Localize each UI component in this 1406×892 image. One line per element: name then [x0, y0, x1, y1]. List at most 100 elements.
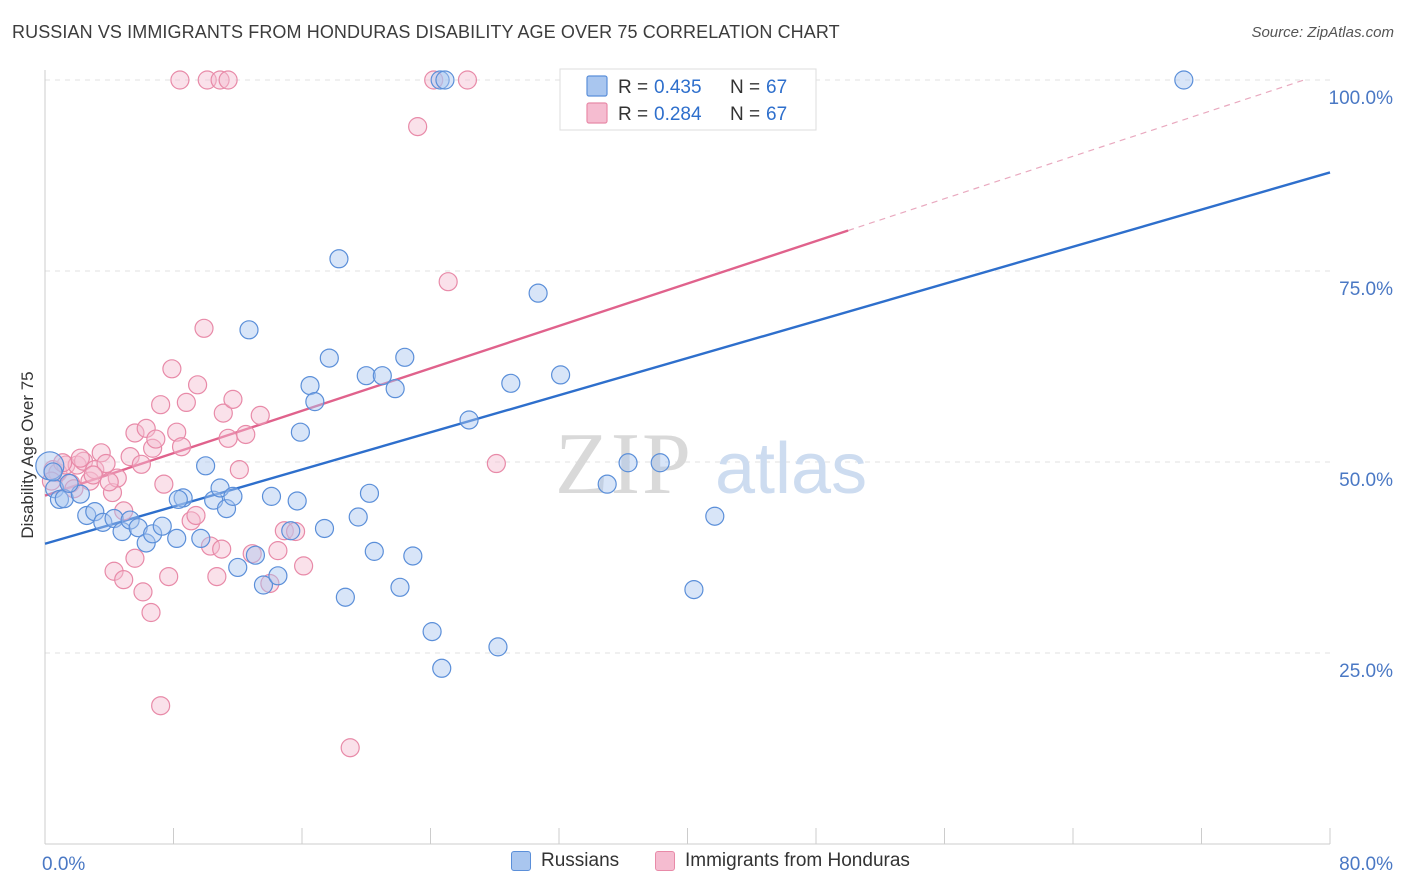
legend-swatch-honduras: [655, 851, 675, 871]
point-russians: [253, 575, 274, 595]
point-russians: [85, 502, 105, 522]
point-honduras: [141, 602, 161, 623]
point-honduras: [213, 403, 233, 423]
point-honduras: [340, 738, 360, 758]
points-russians: [35, 70, 1194, 678]
point-russians: [128, 518, 148, 538]
point-russians: [223, 486, 243, 506]
point-honduras: [457, 70, 478, 90]
y-axis-label: Disability Age Over 75: [18, 371, 37, 538]
point-russians: [319, 348, 339, 368]
x-tick-label: 0.0%: [42, 854, 85, 875]
trend-line-russians: [44, 171, 1331, 545]
y-tick-label: 75.0%: [1339, 279, 1393, 300]
axes: [44, 70, 1331, 845]
point-honduras: [102, 482, 123, 503]
legend-item-honduras: Immigrants from Honduras: [655, 850, 910, 872]
point-russians: [281, 521, 301, 541]
watermark-atlas: atlas: [715, 429, 867, 509]
point-russians: [430, 70, 450, 90]
legend-swatch-honduras: [586, 102, 608, 124]
point-russians: [261, 486, 282, 506]
point-russians: [385, 379, 405, 399]
legend-swatch-russians: [586, 75, 608, 97]
point-russians: [329, 249, 349, 269]
point-honduras: [268, 541, 288, 561]
point-russians: [459, 410, 479, 430]
point-russians: [335, 587, 355, 607]
point-honduras: [125, 548, 145, 568]
point-honduras: [146, 429, 166, 449]
point-russians: [551, 365, 571, 385]
point-honduras: [218, 428, 238, 448]
point-russians: [216, 499, 237, 519]
point-russians: [93, 512, 113, 532]
point-honduras: [170, 70, 190, 90]
point-russians: [152, 516, 172, 536]
point-russians: [300, 376, 320, 396]
point-russians: [314, 518, 335, 539]
trend-line-honduras: [44, 229, 849, 497]
chart-title: RUSSIAN VS IMMIGRANTS FROM HONDURAS DISA…: [12, 22, 840, 42]
point-russians: [228, 557, 248, 578]
point-russians: [372, 366, 392, 386]
trend-lines: [44, 78, 1331, 545]
point-honduras: [167, 422, 187, 442]
point-honduras: [260, 573, 280, 594]
point-honduras: [159, 566, 179, 587]
point-russians: [618, 453, 638, 473]
point-honduras: [424, 70, 444, 90]
x-tick-labels: 0.0% 80.0%: [42, 854, 1393, 875]
point-honduras: [114, 570, 134, 590]
point-russians: [364, 541, 384, 561]
watermark-zip: ZIP: [555, 416, 693, 513]
point-russians: [239, 320, 259, 340]
point-russians: [1174, 70, 1194, 90]
point-russians: [168, 489, 188, 510]
legend-swatch-russians: [511, 851, 531, 871]
point-russians: [112, 521, 132, 542]
point-russians: [143, 524, 163, 544]
y-tick-label: 50.0%: [1339, 470, 1393, 491]
y-tick-labels: 25.0% 50.0% 75.0% 100.0%: [1329, 88, 1394, 682]
point-russians: [287, 491, 307, 511]
point-honduras: [131, 454, 151, 474]
point-honduras: [171, 437, 192, 457]
point-honduras: [250, 405, 270, 425]
point-honduras: [200, 536, 221, 556]
point-russians: [305, 392, 325, 412]
points-honduras: [41, 70, 506, 758]
legend-n-label: N =: [730, 104, 765, 125]
point-russians: [59, 473, 79, 493]
point-russians: [348, 507, 368, 527]
point-russians: [395, 347, 415, 367]
point-honduras: [207, 566, 227, 587]
point-russians: [268, 566, 288, 586]
point-russians: [359, 483, 380, 503]
point-russians: [356, 366, 376, 386]
y-tick-label: 100.0%: [1329, 88, 1394, 109]
gridlines: [45, 79, 1330, 654]
point-honduras: [136, 418, 156, 438]
point-honduras: [218, 70, 238, 90]
y-tick-label: 25.0%: [1339, 661, 1393, 682]
point-honduras: [133, 582, 153, 602]
point-honduras: [125, 423, 145, 443]
point-honduras: [486, 453, 506, 474]
point-honduras: [99, 472, 119, 492]
point-honduras: [223, 389, 243, 409]
point-honduras: [151, 395, 171, 415]
point-russians: [290, 422, 310, 442]
x-tick-label: 80.0%: [1339, 854, 1393, 875]
point-russians: [120, 510, 140, 530]
point-honduras: [212, 539, 232, 559]
point-russians: [196, 456, 216, 476]
point-russians: [167, 528, 187, 549]
source-credit: Source: ZipAtlas.com: [1251, 24, 1394, 41]
legend-r-label: R =: [618, 77, 653, 98]
legend-label-honduras: Immigrants from Honduras: [685, 850, 910, 871]
point-russians: [597, 474, 617, 494]
legend-label-russians: Russians: [541, 850, 620, 871]
legend-r-value: 0.435: [654, 77, 702, 98]
point-russians: [191, 528, 211, 549]
